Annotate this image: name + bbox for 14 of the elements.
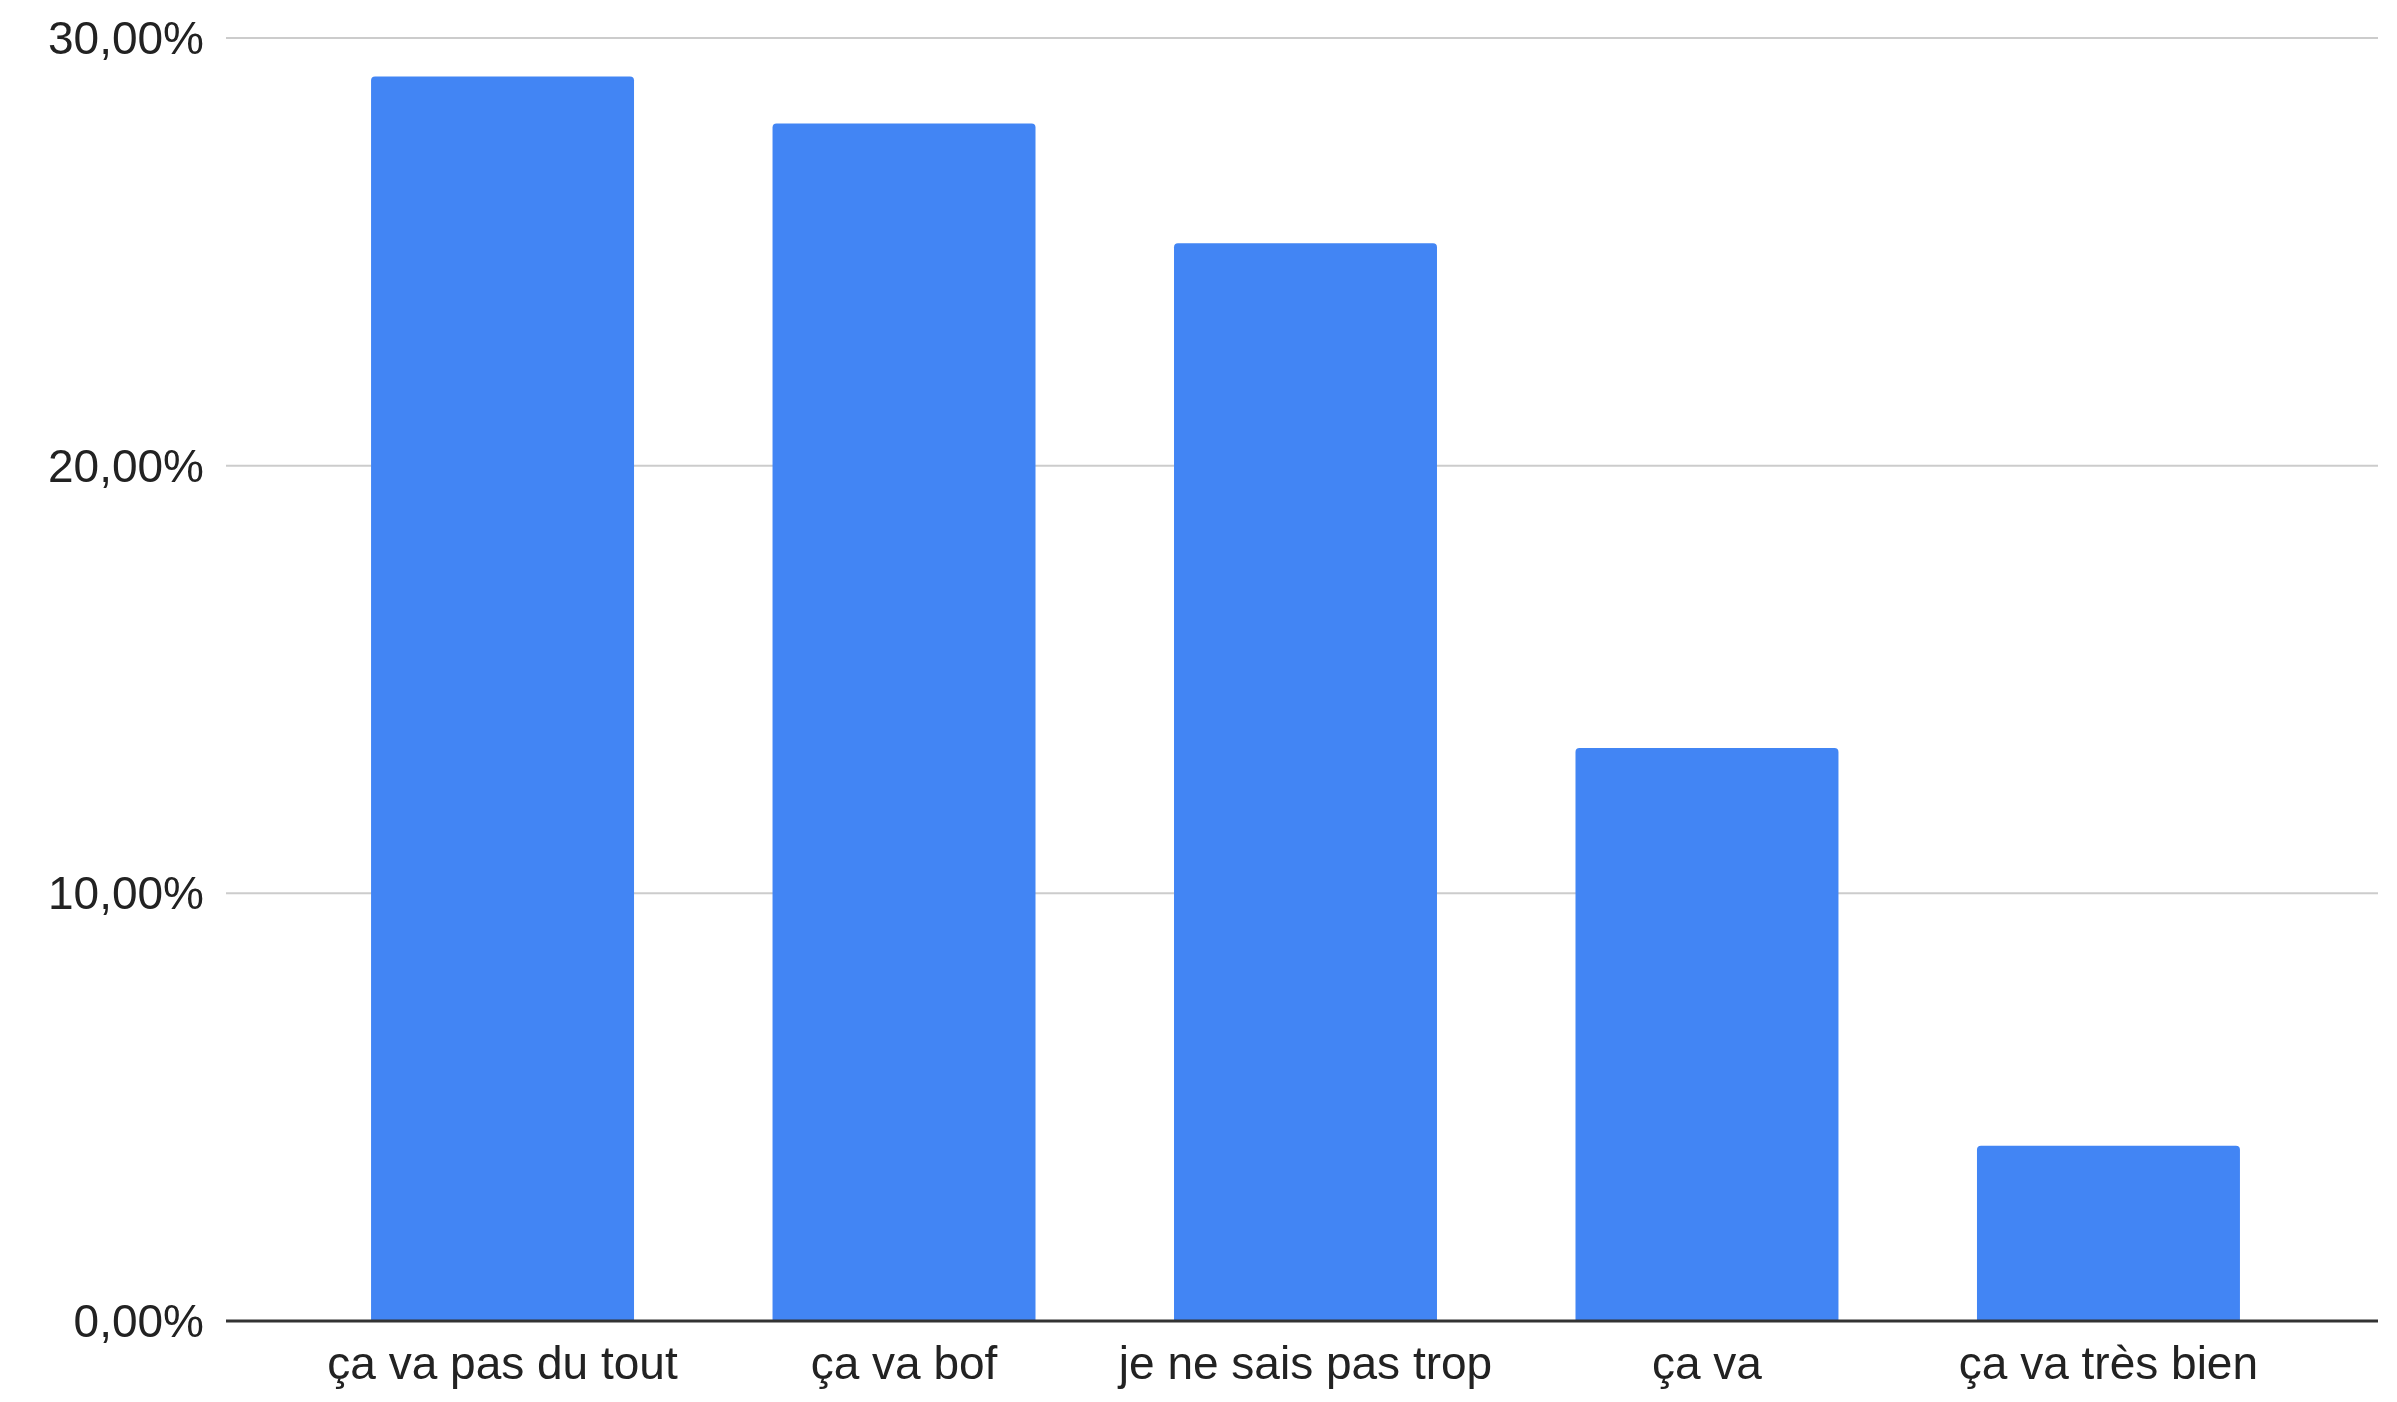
bar bbox=[371, 76, 635, 1321]
y-tick-label: 10,00% bbox=[47, 867, 204, 920]
y-tick-label: 30,00% bbox=[47, 12, 204, 65]
bar bbox=[1174, 243, 1437, 1321]
x-tick-label: je ne sais pas trop bbox=[1116, 1337, 1493, 1389]
y-tick-label: 0,00% bbox=[73, 1295, 204, 1348]
x-tick-label: ça va très bien bbox=[1958, 1337, 2259, 1389]
y-tick-label: 20,00% bbox=[47, 439, 204, 492]
x-tick-label: ça va pas du tout bbox=[327, 1337, 678, 1389]
x-tick-label: ça va bof bbox=[810, 1337, 998, 1389]
bar bbox=[1575, 747, 1839, 1321]
x-tick-label: ça va bbox=[1652, 1337, 1763, 1389]
bar bbox=[772, 123, 1036, 1321]
bar bbox=[1976, 1145, 2240, 1321]
